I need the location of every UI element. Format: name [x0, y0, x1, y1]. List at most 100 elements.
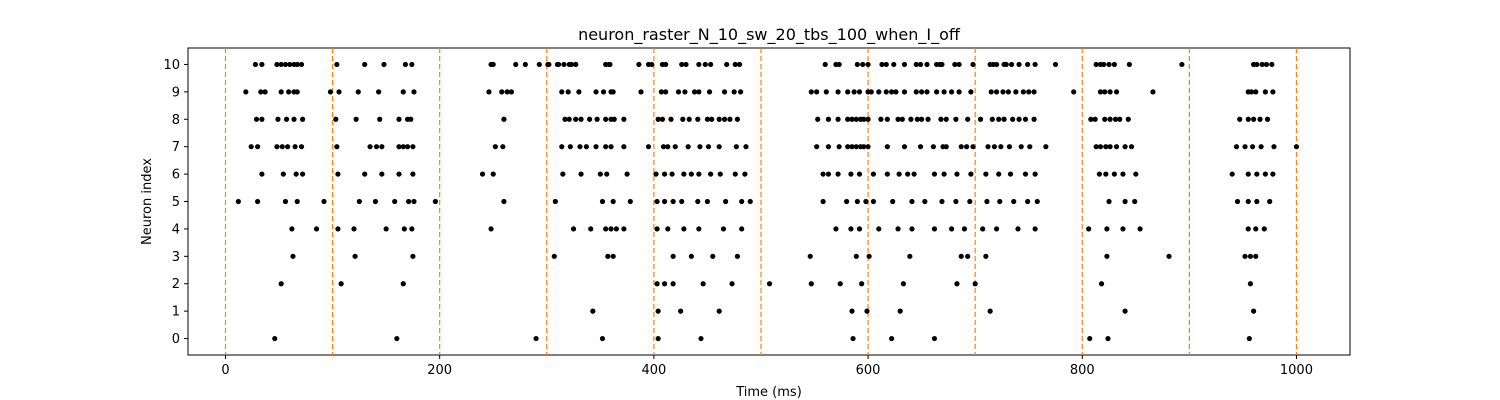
spike-point — [661, 281, 668, 287]
spike-point — [683, 61, 689, 68]
spike-point — [1104, 253, 1110, 259]
spike-point — [559, 144, 565, 150]
spike-point — [861, 144, 867, 150]
spike-point — [1088, 116, 1094, 122]
spike-point — [985, 144, 991, 150]
spike-point — [931, 226, 938, 232]
spike-point — [814, 144, 820, 150]
spike-point — [396, 171, 402, 177]
spike-point — [362, 61, 368, 68]
spike-point — [1253, 253, 1259, 259]
spike-point — [988, 89, 994, 95]
spike-point — [278, 89, 284, 95]
spike-point — [993, 226, 1000, 232]
spike-point — [274, 144, 280, 150]
spike-point — [766, 281, 773, 287]
spike-point — [661, 198, 668, 205]
spike-point — [621, 144, 627, 150]
y-tick-label: 6 — [172, 168, 180, 183]
spike-point — [909, 226, 915, 232]
spike-point — [362, 171, 368, 177]
spike-point — [1122, 308, 1128, 314]
spike-point — [825, 144, 832, 150]
spike-point — [1018, 144, 1024, 150]
x-tick-label: 600 — [856, 363, 881, 378]
spike-point — [1133, 171, 1139, 177]
spike-point — [870, 171, 877, 177]
x-tick-label: 200 — [427, 363, 452, 378]
spike-point — [949, 89, 955, 95]
spike-point — [835, 171, 841, 177]
y-tick-label: 2 — [172, 277, 180, 292]
spike-point — [255, 198, 261, 205]
spike-point — [968, 171, 974, 177]
spike-point — [1025, 198, 1031, 205]
spike-point — [1257, 116, 1263, 122]
spike-point — [668, 116, 674, 122]
spike-point — [396, 116, 402, 122]
spike-point — [704, 198, 711, 205]
spike-point — [901, 144, 908, 150]
spike-point — [853, 253, 859, 259]
spike-point — [941, 171, 947, 177]
spike-point — [253, 116, 260, 122]
spike-point — [815, 116, 821, 122]
spike-point — [401, 226, 407, 232]
spike-point — [1098, 281, 1105, 287]
spike-point — [825, 116, 832, 122]
chart-title: neuron_raster_N_10_sw_20_tbs_100_when_I_… — [578, 25, 961, 45]
spike-point — [645, 144, 652, 150]
spike-point — [738, 89, 744, 95]
spike-point — [938, 116, 944, 122]
spike-point — [698, 335, 704, 342]
spike-point — [275, 116, 281, 122]
spike-point — [613, 226, 619, 232]
spike-point — [1096, 171, 1102, 177]
spike-point — [604, 171, 610, 177]
spike-point — [1112, 116, 1119, 122]
spike-point — [939, 61, 945, 68]
spike-point — [913, 89, 919, 95]
spike-point — [1122, 144, 1128, 150]
spike-point — [409, 61, 415, 68]
spike-point — [997, 198, 1003, 205]
spike-point — [663, 61, 669, 68]
spike-point — [899, 116, 905, 122]
spike-point — [392, 198, 398, 205]
spike-point — [327, 89, 334, 95]
spike-point — [1254, 61, 1260, 68]
spike-point — [717, 171, 723, 177]
spike-point — [608, 144, 614, 150]
spike-point — [864, 308, 870, 314]
spike-point — [599, 335, 606, 342]
y-axis-ticks: 0 1 2 3 4 5 6 7 8 9 10 — [163, 58, 188, 347]
spike-point — [696, 61, 702, 68]
spike-point — [998, 144, 1004, 150]
spike-point — [599, 198, 606, 205]
spike-point — [670, 253, 676, 259]
spike-point — [1267, 198, 1273, 205]
spike-point — [900, 281, 907, 287]
spike-point — [825, 171, 832, 177]
spike-point — [851, 89, 857, 95]
x-tick-label: 0 — [221, 363, 229, 378]
spike-point — [1016, 61, 1022, 68]
spike-point — [1126, 61, 1132, 68]
spike-point — [733, 144, 739, 150]
spike-point — [924, 61, 930, 68]
spike-point — [533, 335, 539, 342]
spike-point — [285, 144, 291, 150]
spike-point — [559, 89, 565, 95]
spike-point — [567, 144, 573, 150]
spike-point — [956, 61, 962, 68]
spike-point — [889, 89, 895, 95]
spike-point — [376, 89, 382, 95]
spike-point — [479, 171, 486, 177]
spike-point — [658, 89, 664, 95]
spike-point — [669, 171, 675, 177]
spike-point — [587, 116, 593, 122]
spike-point — [291, 116, 297, 122]
spike-point — [299, 171, 306, 177]
spike-point — [939, 198, 945, 205]
